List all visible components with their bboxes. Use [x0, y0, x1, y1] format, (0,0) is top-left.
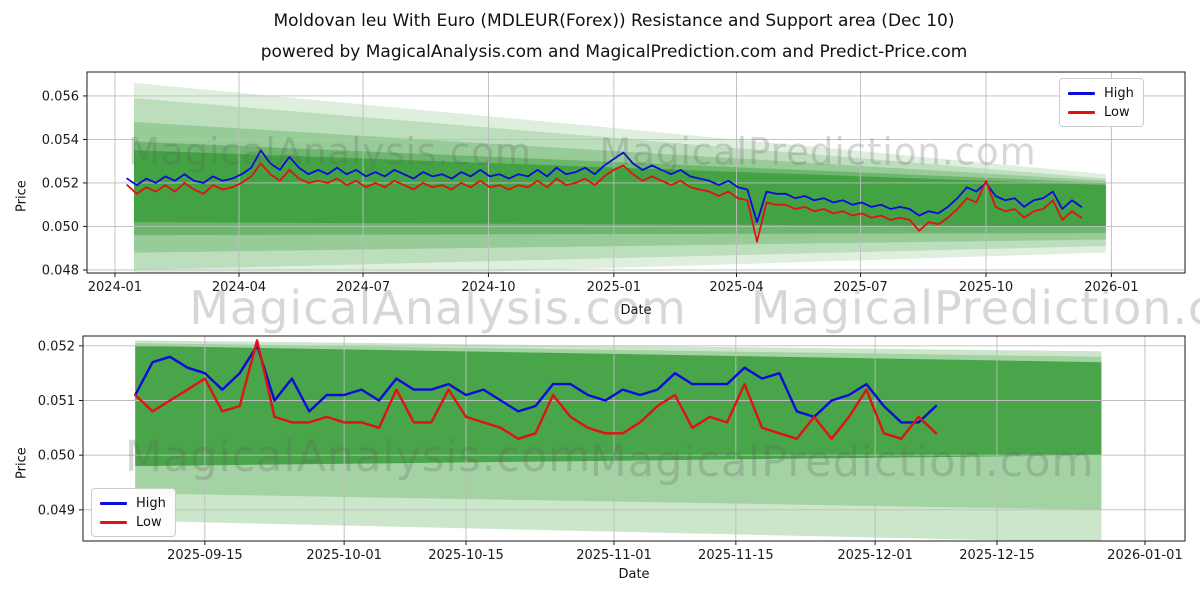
svg-text:2024-10: 2024-10	[461, 280, 515, 295]
svg-text:2025-10-01: 2025-10-01	[306, 548, 382, 563]
watermark-text: MagicalPrediction.com	[589, 437, 1095, 487]
chart-title: Moldovan leu With Euro (MDLEUR(Forex)) R…	[273, 11, 955, 31]
svg-text:0.049: 0.049	[38, 503, 75, 518]
watermark-text: MagicalPrediction.com	[599, 130, 1037, 174]
legend-entry-high: High	[100, 494, 166, 513]
watermark-text: MagicalAnalysis.com	[128, 130, 532, 174]
legend-high-label: High	[1104, 86, 1134, 101]
svg-text:0.054: 0.054	[42, 133, 79, 148]
top-chart-legend: High Low	[1059, 78, 1144, 127]
svg-text:2025-10-15: 2025-10-15	[428, 548, 504, 563]
svg-text:0.048: 0.048	[42, 263, 79, 278]
svg-text:2025-07: 2025-07	[833, 280, 887, 295]
svg-text:2025-12-01: 2025-12-01	[837, 548, 913, 563]
high-line-swatch	[1068, 92, 1095, 95]
watermark-text: MagicalAnalysis.com	[124, 432, 592, 482]
svg-text:2025-04: 2025-04	[709, 280, 763, 295]
bottom-chart-legend: High Low	[91, 488, 176, 537]
low-line-swatch	[1068, 111, 1095, 114]
svg-text:2025-11-01: 2025-11-01	[576, 548, 652, 563]
svg-text:0.056: 0.056	[42, 89, 79, 104]
date-axis-label-top: Date	[620, 303, 652, 318]
svg-text:2025-12-15: 2025-12-15	[959, 548, 1035, 563]
svg-text:0.052: 0.052	[38, 339, 75, 354]
svg-text:0.052: 0.052	[42, 176, 79, 191]
legend-high-label: High	[136, 496, 166, 511]
high-line-swatch	[100, 502, 127, 505]
legend-low-label: Low	[1104, 105, 1130, 120]
low-line-swatch	[100, 521, 127, 524]
svg-text:2024-07: 2024-07	[336, 280, 390, 295]
price-axis-label-top: Price	[14, 180, 30, 212]
svg-text:0.051: 0.051	[38, 394, 75, 409]
chart-subtitle: powered by MagicalAnalysis.com and Magic…	[260, 42, 968, 62]
legend-entry-low: Low	[100, 513, 166, 532]
watermark-text: MagicalAnalysis.com	[189, 281, 687, 335]
svg-text:2025-11-15: 2025-11-15	[698, 548, 774, 563]
svg-text:0.050: 0.050	[38, 449, 75, 464]
legend-entry-high: High	[1068, 84, 1134, 103]
date-axis-label-bottom: Date	[618, 567, 650, 582]
svg-text:2024-04: 2024-04	[212, 280, 266, 295]
legend-entry-low: Low	[1068, 103, 1134, 122]
svg-text:2025-10: 2025-10	[959, 280, 1013, 295]
price-axis-label-bottom: Price	[14, 447, 30, 479]
svg-text:2026-01-01: 2026-01-01	[1107, 548, 1183, 563]
svg-text:2026-01: 2026-01	[1084, 280, 1138, 295]
svg-text:2025-09-15: 2025-09-15	[167, 548, 243, 563]
watermark-text: MagicalPrediction.com	[750, 281, 1200, 335]
svg-text:0.050: 0.050	[42, 220, 79, 235]
svg-text:2024-01: 2024-01	[88, 280, 142, 295]
svg-text:2025-01: 2025-01	[587, 280, 641, 295]
legend-low-label: Low	[136, 515, 162, 530]
